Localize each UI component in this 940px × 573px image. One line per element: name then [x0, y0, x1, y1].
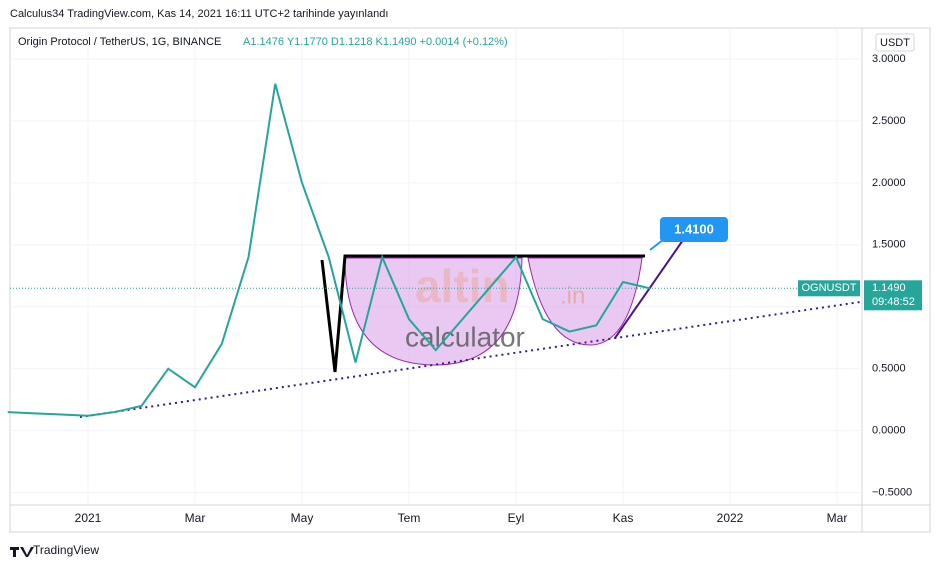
symbol-box	[798, 280, 860, 297]
neckline	[320, 254, 645, 373]
breakout-line	[614, 229, 691, 339]
logo	[10, 547, 34, 557]
watermark: .in	[560, 282, 585, 309]
price-box	[864, 280, 922, 311]
currency: USDT	[880, 37, 910, 49]
countdown-label: 09:48:52	[872, 296, 915, 308]
price-label: 1.1490	[872, 282, 906, 294]
annotation-bubble	[660, 217, 728, 242]
cup-shape	[527, 257, 643, 346]
price-line	[7, 83, 650, 417]
published-note: Calculus34 TradingView.com, Kas 14, 2021…	[10, 8, 388, 20]
symbol-label: OGNUSDT	[802, 282, 857, 294]
y-tick-label: 3.0000	[872, 53, 906, 65]
frame	[9, 27, 931, 533]
y-tick-label: −0.5000	[872, 487, 912, 499]
y-tick-label: 1.5000	[872, 239, 906, 251]
ohlc: A1.1476 Y1.1770 D1.1218 K1.1490 +0.0014 …	[243, 36, 508, 48]
y-tick-label: 2.5000	[872, 115, 906, 127]
y-tick-label: 2.0000	[872, 177, 906, 189]
currency-box	[875, 33, 915, 52]
x-tick-label: Mar	[185, 511, 206, 525]
cup-shape	[344, 257, 523, 366]
x-tick-label: Eyl	[508, 511, 525, 525]
y-tick-label: 0.0000	[872, 425, 906, 437]
x-tick-label: May	[291, 511, 314, 525]
x-tick-label: Mar	[827, 511, 848, 525]
x-tick-label: 2021	[75, 511, 102, 525]
chart-title: Origin Protocol / TetherUS, 1G, BINANCE	[18, 36, 221, 48]
x-tick-label: 2022	[717, 511, 744, 525]
watermark: altin	[415, 260, 510, 312]
y-tick-label: 0.5000	[872, 363, 906, 375]
x-tick-label: Tem	[398, 511, 421, 525]
annotation-label: 1.4100	[674, 221, 714, 236]
footer-brand: TradingView	[33, 543, 99, 557]
x-tick-label: Kas	[613, 511, 634, 525]
watermark: calculator	[405, 321, 525, 352]
